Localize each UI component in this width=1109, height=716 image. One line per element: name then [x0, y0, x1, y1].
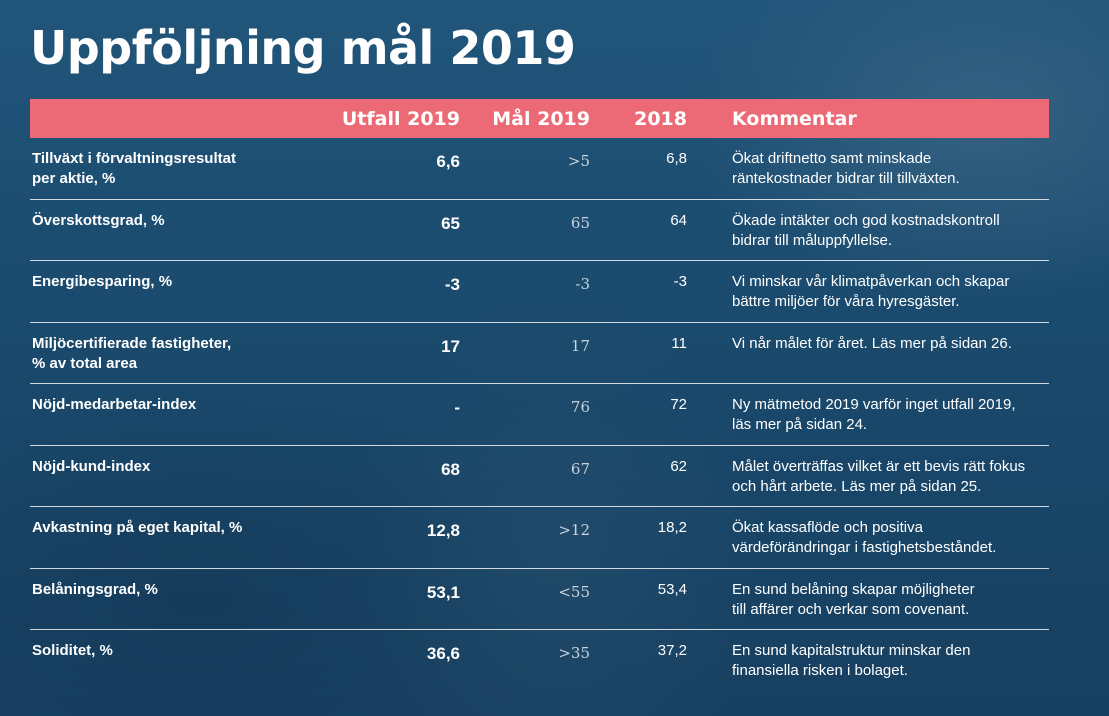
comment-line: och hårt arbete. Läs mer på sidan 25. [732, 477, 982, 495]
utfall-value: 65 [441, 213, 460, 233]
utfall-value: - [454, 398, 460, 417]
table-body: Tillväxt i förvaltningsresultat per aktie… [30, 138, 1049, 692]
row-label-line: Överskottsgrad, % [32, 211, 165, 229]
table-header: Utfall 2019 Mål 2019 2018 Kommentar [30, 99, 1049, 138]
mal-value: 76 [570, 398, 590, 416]
row-label: Överskottsgrad, % [30, 211, 320, 231]
table-row: Nöjd-medarbetar-index - 76 72 Ny mätmetod 20… [30, 384, 1049, 446]
row-label-line: Soliditet, % [32, 642, 113, 659]
header-2018: 2018 [634, 107, 687, 130]
comment-line: läs mer på sidan 24. [732, 416, 868, 433]
header-kommentar: Kommentar [732, 107, 857, 130]
row-label-line: Miljöcertifierade fastigheter, [32, 334, 232, 352]
utfall-value: 36,6 [426, 644, 460, 663]
utfall-value: 53,1 [426, 582, 460, 602]
value-2018: 6,8 [666, 150, 687, 167]
comment-line: bättre miljöer för våra hyresgäster. [732, 293, 960, 310]
mal-value: 17 [570, 336, 590, 355]
row-label-line: % av total area [32, 354, 138, 372]
comment: Ny mätmetod 2019 varför inget utfall 201… [687, 395, 1049, 435]
comment-line: bidrar till måluppfyllelse. [732, 231, 893, 249]
row-label: Energibesparing, % [30, 272, 320, 292]
mal-value: >5 [567, 152, 590, 170]
row-label-line: Tillväxt i förvaltningsresultat [32, 150, 236, 167]
table-row: Avkastning på eget kapital, % 12,8 >12 18,2… [30, 507, 1049, 569]
value-2018: 72 [670, 396, 687, 413]
mal-value: >12 [558, 521, 590, 539]
value-2018: 53,4 [657, 580, 687, 598]
utfall-value: 17 [441, 336, 460, 356]
row-label-line: per aktie, % [32, 170, 116, 187]
row-label: Nöjd-medarbetar-index [30, 395, 320, 415]
table-row: Energibesparing, % -3 -3 -3 Vi minskar vår k… [30, 261, 1049, 323]
comment: Vi minskar vår klimatpåverkan och skapar… [687, 272, 1049, 312]
value-2018: 37,2 [657, 642, 687, 659]
header-utfall: Utfall 2019 [341, 107, 460, 130]
comment-line: En sund belåning skapar möjligheter [732, 580, 975, 598]
comment-line: finansiella risken i bolaget. [732, 662, 908, 679]
table-row: Soliditet, % 36,6 >35 37,2 En sund kapitalst… [30, 630, 1049, 692]
comment-line: Ny mätmetod 2019 varför inget utfall 201… [732, 396, 1016, 413]
value-2018: 11 [671, 334, 687, 352]
table-row: Tillväxt i förvaltningsresultat per aktie… [30, 138, 1049, 200]
utfall-value: 12,8 [426, 521, 460, 540]
value-2018: 64 [670, 211, 687, 229]
row-label-line: Nöjd-medarbetar-index [32, 396, 197, 413]
comment-line: till affärer och verkar som covenant. [732, 600, 970, 618]
row-label-line: Belåningsgrad, % [32, 580, 158, 598]
table-row: Miljöcertifierade fastigheter, % av total… [30, 323, 1049, 384]
utfall-value: 68 [441, 459, 460, 479]
table-row: Överskottsgrad, % 65 65 64 Ökade intäkter oc… [30, 200, 1049, 261]
comment: En sund kapitalstruktur minskar den finan… [687, 641, 1049, 681]
mal-value: 67 [570, 459, 590, 478]
comment: En sund belåning skapar möjligheter till … [687, 580, 1049, 620]
comment: Vi når målet för året. Läs mer på sidan … [687, 334, 1049, 354]
comment-line: Ökade intäkter och god kostnadskontroll [732, 211, 1000, 229]
page-title: Uppföljning mål 2019 [30, 21, 576, 75]
value-2018: -3 [673, 273, 687, 290]
goals-table: Utfall 2019 Mål 2019 2018 Kommentar Till… [30, 99, 1049, 692]
comment-line: Vi minskar vår klimatpåverkan och skapar [732, 273, 1010, 290]
mal-value: -3 [575, 275, 590, 293]
row-label: Miljöcertifierade fastigheter, % av total… [30, 334, 320, 374]
comment-line: En sund kapitalstruktur minskar den [732, 642, 971, 659]
row-label-line: Energibesparing, % [32, 273, 173, 290]
comment-line: värdeförändringar i fastighetsbeståndet. [732, 539, 997, 556]
comment: Ökat kassaflöde och positiva värdeförändr… [687, 518, 1049, 558]
comment: Ökade intäkter och god kostnadskontroll b… [687, 211, 1049, 251]
row-label: Soliditet, % [30, 641, 320, 661]
table-row: Nöjd-kund-index 68 67 62 Målet överträffas v… [30, 446, 1049, 507]
row-label-line: Avkastning på eget kapital, % [32, 519, 243, 536]
comment: Ökat driftnetto samt minskade räntekostna… [687, 149, 1049, 189]
comment: Målet överträffas vilket är ett bevis rä… [687, 457, 1049, 497]
header-mal: Mål 2019 [492, 107, 590, 130]
mal-value: <55 [558, 582, 590, 601]
comment-line: Vi når målet för året. Läs mer på sidan … [732, 334, 1012, 352]
row-label: Avkastning på eget kapital, % [30, 518, 320, 538]
row-label-line: Nöjd-kund-index [32, 457, 151, 475]
row-label: Tillväxt i förvaltningsresultat per aktie… [30, 149, 320, 189]
comment-line: räntekostnader bidrar till tillväxten. [732, 170, 960, 187]
value-2018: 18,2 [657, 519, 687, 536]
row-label: Belåningsgrad, % [30, 580, 320, 600]
mal-value: 65 [570, 213, 590, 232]
table-row: Belåningsgrad, % 53,1 <55 53,4 En sund belån… [30, 569, 1049, 630]
comment-line: Ökat driftnetto samt minskade [732, 150, 932, 167]
utfall-value: -3 [444, 275, 460, 294]
mal-value: >35 [558, 644, 590, 662]
utfall-value: 6,6 [436, 152, 460, 171]
row-label: Nöjd-kund-index [30, 457, 320, 477]
value-2018: 62 [670, 457, 687, 475]
comment-line: Ökat kassaflöde och positiva [732, 519, 923, 536]
comment-line: Målet överträffas vilket är ett bevis rä… [732, 457, 1026, 475]
